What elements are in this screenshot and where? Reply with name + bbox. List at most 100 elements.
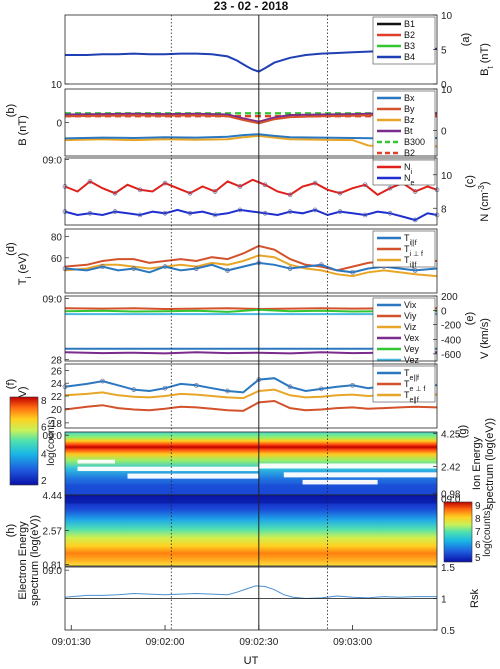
marker: [337, 190, 343, 196]
marker: [387, 185, 393, 191]
x-axis-label: UT: [244, 655, 259, 667]
legend-entry: B4: [404, 52, 415, 62]
series-Ni: [64, 178, 438, 196]
right-tick-label: 0: [441, 306, 447, 317]
data-gap: [77, 466, 259, 472]
left-tick-label: 80: [51, 233, 63, 244]
marker: [137, 187, 143, 193]
legend-entry: By: [404, 104, 415, 114]
left-tick-label: 24: [51, 379, 63, 390]
left-tick-label: 10: [51, 80, 63, 91]
marker: [350, 382, 355, 388]
right-tick-label: 0: [441, 127, 447, 138]
panel-c-ylabel: N (cm-3): [477, 181, 492, 221]
left-tick-label: 09:0: [43, 295, 63, 306]
panel-d-frame: [64, 228, 438, 294]
colorbar-tick: 6: [475, 540, 481, 551]
panel-b-label: (b): [5, 104, 17, 117]
panel-b-legend: [372, 90, 436, 161]
marker: [212, 212, 218, 218]
right-tick-label: 10: [441, 171, 453, 182]
marker: [193, 382, 199, 388]
right-tick-label: 10: [441, 11, 453, 22]
panel-d-ylabel: Ti (eV): [17, 253, 33, 285]
marker: [187, 210, 193, 216]
left-tick-label: 09:0: [43, 566, 63, 577]
marker: [237, 184, 243, 189]
panel-e-ylabel: V (km/s): [479, 318, 491, 359]
marker: [162, 264, 168, 269]
low-energy-band: [65, 484, 437, 495]
marker: [312, 180, 318, 186]
legend-entry: B1: [404, 19, 415, 29]
colorbar-tick: 8: [41, 396, 47, 407]
marker: [412, 189, 418, 194]
panel-g-colorbar: [9, 396, 39, 486]
legend-entry: Viz: [404, 322, 417, 332]
marker: [362, 212, 368, 218]
time-markers: [170, 15, 328, 630]
left-tick-label: 60: [51, 254, 63, 265]
left-tick-label: 2.57: [43, 527, 63, 538]
left-tick-label: 20: [51, 405, 63, 416]
right-tick-label: 0.5: [441, 626, 455, 637]
legend-entry: Ne: [404, 173, 415, 187]
panel-g-spectrogram: [65, 432, 437, 495]
data-gap: [258, 463, 437, 469]
marker: [225, 388, 230, 394]
figure-title: 23 - 02 - 2018: [214, 0, 289, 13]
marker: [162, 385, 168, 391]
panel-h-spectrogram: [65, 495, 437, 566]
panel-a-ylabel: Bt (nT): [479, 43, 495, 76]
marker: [362, 182, 368, 188]
left-tick-label: 4.44: [43, 491, 63, 502]
right-tick-label: 1.5: [441, 563, 455, 574]
marker: [193, 266, 199, 271]
data-gap: [127, 473, 259, 479]
marker: [187, 190, 193, 196]
marker: [262, 182, 268, 188]
legend-entry: Bt: [404, 126, 413, 136]
data-gap: [302, 479, 378, 485]
legend-entry: Vey: [404, 344, 420, 354]
series-Ti_par: [64, 254, 438, 278]
panel-h-spectrum-fill: [65, 495, 437, 566]
x-tick-label: 09:01:30: [52, 637, 91, 648]
legend-entry: Vex: [404, 333, 420, 343]
marker: [262, 210, 268, 216]
marker: [412, 217, 418, 223]
right-tick-label: 8: [441, 204, 447, 215]
left-tick-label: 09:0: [43, 431, 63, 442]
colorbar-tick: 9: [475, 501, 481, 512]
panel-h-label: (h): [5, 524, 17, 537]
left-tick-label: 28: [51, 356, 63, 367]
panel-h-colorbar-label: log(counts): [482, 507, 493, 556]
panel-c-series: [62, 178, 440, 223]
right-tick-label: 2.42: [441, 463, 461, 474]
right-tick-label: 09:0: [441, 495, 461, 506]
high-energy-band: [65, 495, 437, 504]
colorbar-tick: 2: [41, 476, 47, 487]
colorbar-tick: 5: [475, 553, 481, 564]
marker: [100, 264, 105, 269]
panel-b-ylabel: B (nT): [17, 115, 29, 146]
legend-entry: Vez: [404, 355, 420, 365]
series-B4: [65, 47, 438, 73]
right-tick-label: 0.98: [441, 490, 461, 501]
colorbar-tick: 4: [41, 449, 47, 460]
legend-entry: B3: [404, 41, 415, 51]
legend-entry: B2: [404, 30, 415, 40]
panel-h-ylabel: Electron Energy: [17, 521, 29, 600]
right-tick-label: 1: [441, 595, 447, 606]
panel-g-ylabel: Ion Energy: [471, 436, 483, 490]
marker: [87, 210, 93, 216]
x-tick-label: 09:03:00: [333, 637, 372, 648]
panel-f-label: (f): [5, 379, 17, 389]
right-tick-label: 5: [441, 46, 447, 57]
